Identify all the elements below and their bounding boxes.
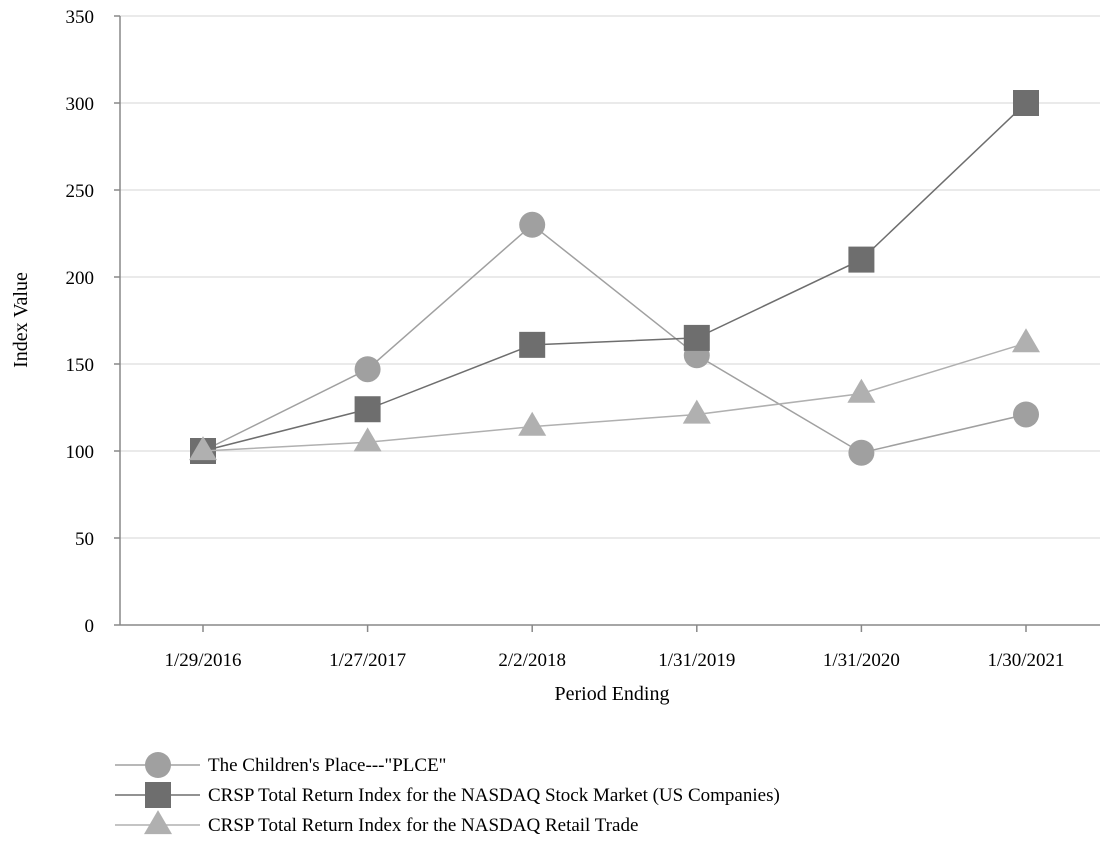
series-plce [190,211,1039,466]
x-tick-label: 2/2/2018 [498,650,566,671]
square-point [1013,90,1039,116]
series-line [202,342,1027,452]
axes [119,16,1100,626]
legend-entry-nasdaq-stock-market: CRSP Total Return Index for the NASDAQ S… [115,782,780,808]
y-tick-label: 250 [66,181,95,202]
x-tick-label: 1/31/2020 [823,650,900,671]
circle-point [519,211,546,238]
series-line [202,223,1027,454]
y-ticks: 0 50 100 150 200 250 300 350 [66,7,120,637]
legend-circle-icon [145,752,171,778]
circle-point [1013,401,1039,428]
y-tick-label: 350 [66,7,95,28]
square-point [848,246,875,273]
circle-point [354,356,381,383]
x-tick-label: 1/31/2019 [658,650,735,671]
y-tick-label: 150 [66,355,95,376]
y-tick-label: 300 [66,94,95,115]
circle-point [848,439,875,466]
y-tick-label: 100 [66,442,95,463]
y-axis-title: Index Value [10,272,32,368]
square-point [519,331,546,358]
legend-label: The Children's Place---"PLCE" [208,755,446,776]
legend-triangle-icon [144,810,172,835]
triangle-point [847,378,876,403]
series [189,90,1040,466]
y-tick-label: 0 [85,616,95,637]
triangle-point [682,399,711,424]
y-tick-label: 50 [75,529,94,550]
triangle-point [518,411,547,436]
y-tick-label: 200 [66,268,95,289]
series-nasdaq-retail-trade [189,328,1040,461]
legend-entry-nasdaq-retail-trade: CRSP Total Return Index for the NASDAQ R… [115,810,638,836]
x-axis-title: Period Ending [555,683,670,705]
x-tick-label: 1/30/2021 [987,650,1064,671]
legend-square-icon [145,782,171,808]
legend: The Children's Place---"PLCE" CRSP Total … [115,752,780,836]
square-point [683,324,710,351]
x-tick-label: 1/27/2017 [329,650,406,671]
triangle-point [1012,328,1040,353]
legend-label: CRSP Total Return Index for the NASDAQ R… [208,815,638,836]
square-point [354,396,381,423]
triangle-point [353,427,382,452]
triangle-point [189,436,217,461]
gridlines [120,15,1100,539]
series-line [202,102,1027,452]
x-ticks: 1/29/2016 1/27/2017 2/2/2018 1/31/2019 1/31/… [164,625,1065,671]
x-tick-label: 1/29/2016 [164,650,241,671]
legend-label: CRSP Total Return Index for the NASDAQ S… [208,785,780,806]
legend-entry-plce: The Children's Place---"PLCE" [115,752,446,778]
